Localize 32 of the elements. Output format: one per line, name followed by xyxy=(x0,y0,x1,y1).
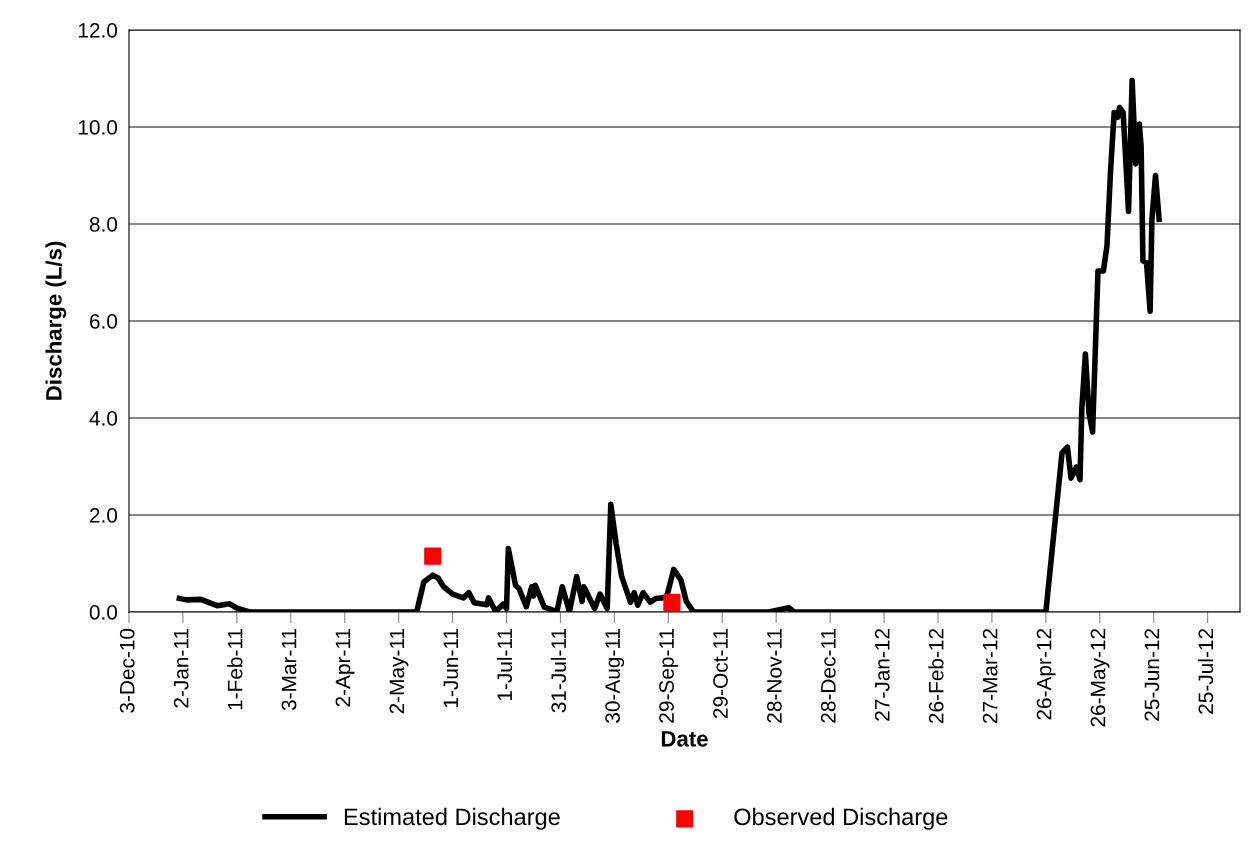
x-tick-label: 31-Jul-11 xyxy=(550,628,567,713)
x-tick-label: 25-Jun-12 xyxy=(1144,629,1160,721)
x-tick-label: 2-May-11 xyxy=(389,628,409,714)
y-tick-label: 8.0 xyxy=(89,217,118,232)
x-tick-label: 29-Sep-11 xyxy=(659,628,679,723)
y-tick-label: 10.0 xyxy=(78,120,118,135)
x-tick-label: 29-Oct-11 xyxy=(713,628,728,719)
y-tick-label: 4.0 xyxy=(89,411,118,426)
x-axis-title: Date xyxy=(661,731,708,747)
x-tick-label: 2-Apr-11 xyxy=(335,628,355,707)
y-tick-label: 12.0 xyxy=(78,23,118,38)
x-tick-label: 26-Feb-12 xyxy=(928,629,944,724)
x-tick-label: 26-May-12 xyxy=(1090,629,1110,727)
x-tick-label: 3-Dec-10 xyxy=(119,628,135,713)
legend-label: Estimated Discharge xyxy=(344,807,560,830)
x-tick-label: 25-Jul-12 xyxy=(1197,629,1214,714)
x-tick-label: 28-Nov-11 xyxy=(767,628,782,723)
legend-label: Observed Discharge xyxy=(734,807,948,830)
y-axis-title: Discharge (L/s) xyxy=(45,241,67,400)
x-tick-label: 1-Jul-11 xyxy=(496,628,513,701)
x-tick-label: 3-Mar-11 xyxy=(281,628,297,711)
x-tick-label: 27-Mar-12 xyxy=(982,629,998,724)
x-tick-label: 2-Jan-11 xyxy=(173,628,189,708)
y-tick-label: 6.0 xyxy=(89,314,118,329)
x-tick-label: 1-Feb-11 xyxy=(227,628,243,710)
x-tick-label: 28-Dec-11 xyxy=(820,628,836,723)
x-tick-label: 26-Apr-12 xyxy=(1036,629,1056,720)
x-tick-label: 30-Aug-11 xyxy=(605,628,625,723)
y-tick-label: 2.0 xyxy=(89,508,118,523)
x-tick-label: 1-Jun-11 xyxy=(443,628,459,708)
x-tick-label: 27-Jan-12 xyxy=(874,629,890,721)
y-tick-label: 0.0 xyxy=(89,605,118,620)
